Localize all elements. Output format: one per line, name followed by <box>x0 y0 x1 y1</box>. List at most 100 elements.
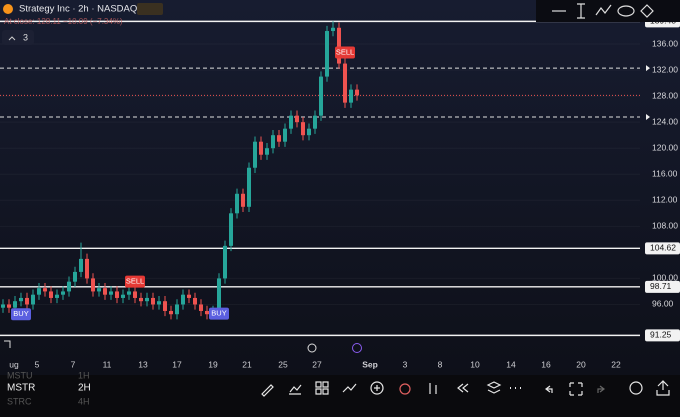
redo-icon[interactable] <box>597 385 605 393</box>
candle-body <box>43 288 47 292</box>
candle-body <box>91 278 95 292</box>
bottom-icons <box>261 380 670 397</box>
y-tick-label: 116.00 <box>652 169 678 179</box>
candle-body <box>187 294 191 298</box>
alert-icon[interactable] <box>399 383 411 395</box>
candle-body <box>37 288 41 295</box>
candle-body <box>223 245 227 279</box>
y-tick-label: 112.00 <box>652 195 678 205</box>
shape-tool[interactable] <box>640 4 654 18</box>
clock-icon[interactable] <box>307 343 317 353</box>
candle-body <box>271 135 275 149</box>
trend-icon[interactable] <box>342 383 357 393</box>
x-tick-label: 22 <box>611 359 621 369</box>
candle-body <box>163 301 167 311</box>
signal-label: SELL <box>336 47 354 56</box>
chart-icon[interactable] <box>289 384 302 395</box>
candle-body <box>13 301 17 308</box>
candle-body <box>313 115 317 129</box>
signal-label: SELL <box>126 277 144 286</box>
event-icon[interactable] <box>352 343 362 353</box>
undo-icon[interactable] <box>545 385 553 393</box>
candle-body <box>331 27 335 32</box>
candle-body <box>49 291 53 298</box>
level-label: 104.62 <box>650 243 676 253</box>
candle-body <box>115 291 119 298</box>
drawing-toolbar <box>536 0 680 22</box>
x-tick-label: 19 <box>208 359 218 369</box>
other-interval: 4H <box>78 396 90 406</box>
candle-body <box>355 89 359 96</box>
y-tick-label: 124.00 <box>652 116 678 126</box>
x-tick-label: 11 <box>103 359 112 369</box>
candle-body <box>157 301 161 305</box>
y-tick-label: 136.00 <box>652 38 678 48</box>
share-icon[interactable] <box>656 380 670 396</box>
indicator-toggle[interactable] <box>2 30 34 45</box>
candle-body <box>235 193 239 214</box>
candle-body <box>73 271 77 282</box>
layers-icon[interactable] <box>486 381 502 394</box>
candle-body <box>151 297 155 305</box>
indicator-count: 3 <box>23 32 28 42</box>
signal-tag <box>209 307 229 320</box>
x-tick-label: Sep <box>362 359 378 369</box>
candle-body <box>79 258 83 272</box>
grid-icon[interactable] <box>315 381 329 395</box>
candle-body <box>121 294 125 298</box>
toolbar-icons <box>552 3 654 19</box>
candle-body <box>127 291 131 295</box>
path-tool[interactable] <box>595 4 612 16</box>
candle-body <box>7 304 11 308</box>
replay-icon[interactable] <box>457 383 469 393</box>
candle-body <box>109 291 113 295</box>
y-tick-label: 108.00 <box>652 221 678 231</box>
candle-body <box>349 89 353 103</box>
interval[interactable]: 2H <box>78 383 91 394</box>
fullscreen-icon[interactable] <box>569 382 583 396</box>
level-tag <box>645 329 680 342</box>
candle-body <box>217 278 221 311</box>
candle-body <box>199 304 203 311</box>
x-tick-label: 13 <box>138 359 148 369</box>
prev-interval: 1H <box>78 370 90 380</box>
signal-label: BUY <box>13 309 28 318</box>
candle-icon[interactable] <box>429 383 437 394</box>
chart-title: Strategy Inc · 2h · NASDAQ <box>19 4 137 15</box>
symbol-icon <box>3 4 13 14</box>
level-label: 91.25 <box>650 330 672 340</box>
tv-logo <box>4 340 11 348</box>
y-tick-label: 128.00 <box>652 90 678 100</box>
candle-body <box>319 76 323 116</box>
pen-icon[interactable] <box>261 384 274 397</box>
candle-body <box>61 291 65 295</box>
bottom-bar <box>0 375 680 417</box>
ellipse-tool[interactable] <box>617 5 635 17</box>
candle-body <box>139 297 143 302</box>
candle-body <box>343 63 347 103</box>
bulb-icon[interactable] <box>629 381 643 395</box>
y-tick-label: 132.00 <box>652 64 678 74</box>
candle-body <box>337 27 341 64</box>
candle-body <box>193 297 197 305</box>
y-tick-label: 96.00 <box>652 299 674 309</box>
signal-tag <box>335 46 355 59</box>
add-icon[interactable] <box>370 381 384 395</box>
symbol[interactable]: MSTR <box>7 383 35 394</box>
candle-body <box>277 135 281 142</box>
candle-body <box>325 31 329 77</box>
x-tick-label: ug <box>9 359 19 369</box>
candle-body <box>133 291 137 298</box>
signal-tag <box>125 275 145 288</box>
x-tick-label: 8 <box>438 359 443 369</box>
candle-body <box>241 193 245 207</box>
candle-body <box>181 294 185 305</box>
prev-symbol: MSTU <box>7 370 33 380</box>
candle-body <box>97 288 101 292</box>
candle-body <box>253 141 257 168</box>
candle-body <box>307 128 311 136</box>
vline-tool[interactable] <box>577 3 585 19</box>
x-tick-label: 10 <box>470 359 480 369</box>
